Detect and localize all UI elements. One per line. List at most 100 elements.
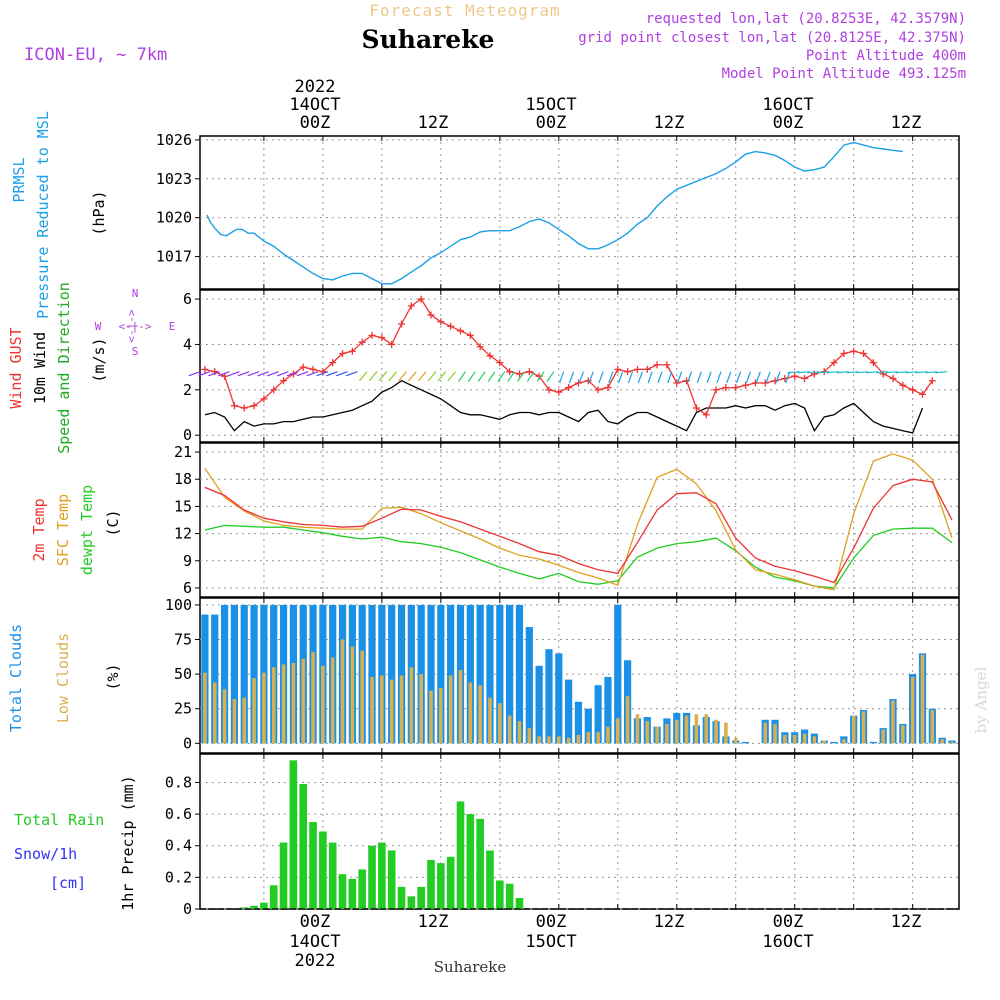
wind-direction-arrow bbox=[296, 371, 309, 377]
bottom-time-label-0: 00Z bbox=[300, 912, 331, 932]
wind-direction-arrow bbox=[257, 371, 270, 377]
wind-direction-arrow bbox=[227, 371, 240, 377]
point-altitude: Point Altitude 400m bbox=[806, 48, 966, 64]
wind-direction-arrow bbox=[477, 371, 486, 382]
low-cloud-bar bbox=[694, 714, 699, 744]
gust-marker bbox=[555, 388, 563, 396]
total-cloud-bar bbox=[604, 676, 612, 744]
total-cloud-bar bbox=[830, 741, 838, 744]
y-tick-label: 0.2 bbox=[165, 868, 192, 886]
total-rain-label: Total Rain bbox=[14, 811, 104, 829]
wind-direction-arrow bbox=[735, 371, 742, 384]
wind-direction-arrow bbox=[536, 371, 545, 382]
wind-direction-arrow bbox=[647, 371, 653, 384]
wind-direction-arrow bbox=[588, 371, 594, 384]
low-clouds-label: Low Clouds bbox=[54, 633, 72, 723]
wind-direction-arrow bbox=[696, 371, 702, 384]
wind-direction-arrow bbox=[797, 371, 810, 374]
y-tick-label: 0.8 bbox=[165, 773, 192, 791]
wind-direction-arrow bbox=[637, 371, 643, 384]
low-cloud-bar bbox=[547, 736, 551, 744]
wind-direction-arrow bbox=[437, 371, 447, 382]
gust-marker bbox=[594, 386, 602, 394]
rain-bar bbox=[328, 842, 337, 909]
low-cloud-bar bbox=[615, 718, 620, 744]
total-cloud-bar bbox=[486, 604, 494, 744]
clouds-unit-label: (%) bbox=[104, 663, 122, 690]
bottom-year-label: 2022 bbox=[295, 951, 336, 971]
gust-marker bbox=[830, 359, 838, 367]
gust-marker bbox=[899, 381, 907, 389]
low-cloud-bar bbox=[271, 667, 276, 744]
footer-location: Suhareke bbox=[434, 958, 507, 976]
compass-arrows-ns: <-|-> bbox=[125, 309, 138, 342]
total-cloud-bar bbox=[535, 665, 543, 744]
total-cloud-bar bbox=[447, 604, 455, 744]
rain-bar bbox=[338, 874, 347, 909]
y-tick-label: 1017 bbox=[156, 248, 192, 266]
wind-direction-arrow bbox=[807, 371, 820, 374]
wind-dir-label: Speed and Direction bbox=[55, 282, 73, 454]
wind-direction-arrow bbox=[775, 371, 781, 384]
gust-marker bbox=[456, 327, 464, 335]
total-cloud-bar bbox=[476, 604, 484, 744]
rain-bar bbox=[496, 880, 504, 909]
gust-marker bbox=[722, 384, 730, 392]
wind-direction-arrow bbox=[667, 371, 673, 384]
rain-bar bbox=[309, 822, 317, 909]
panel-1: 0 2 4 6 bbox=[183, 290, 960, 444]
gust-marker bbox=[614, 365, 622, 373]
rain-bar bbox=[240, 907, 249, 909]
wind-direction-arrow bbox=[895, 371, 908, 374]
wind-gust-label: Wind GUST bbox=[7, 327, 25, 408]
low-cloud-bar bbox=[606, 726, 610, 744]
wind-direction-arrow bbox=[546, 371, 555, 382]
low-cloud-bar bbox=[783, 735, 787, 744]
total-cloud-bar bbox=[388, 604, 396, 744]
low-cloud-bar bbox=[468, 682, 473, 744]
total-cloud-bar bbox=[594, 685, 602, 744]
dewpt-line bbox=[204, 524, 953, 589]
low-cloud-bar bbox=[625, 696, 630, 744]
wind-direction-arrow bbox=[458, 371, 466, 382]
compass-s: S bbox=[132, 345, 139, 358]
low-cloud-bar bbox=[340, 639, 345, 744]
total-cloud-bar bbox=[506, 604, 514, 744]
y-tick-label: 9 bbox=[183, 552, 192, 570]
panel-frame bbox=[199, 597, 960, 754]
rain-bar bbox=[476, 818, 484, 909]
gust-marker bbox=[388, 340, 396, 348]
gust-marker bbox=[506, 368, 514, 376]
rain-bar bbox=[466, 814, 475, 909]
top-time-label-36: 12Z bbox=[654, 113, 685, 133]
total-cloud-bar bbox=[496, 604, 504, 744]
bottom-time-label-36: 12Z bbox=[654, 912, 685, 932]
gust-marker bbox=[358, 338, 366, 346]
wind-direction-arrow bbox=[598, 371, 604, 384]
gust-marker bbox=[476, 343, 484, 351]
rain-bar bbox=[368, 845, 376, 909]
wind-direction-arrow bbox=[608, 371, 614, 384]
low-cloud-bar bbox=[301, 658, 306, 744]
gust-marker bbox=[840, 350, 848, 358]
wind-direction-arrow bbox=[487, 371, 496, 382]
sfc-temp-line bbox=[204, 453, 953, 591]
wind-direction-arrow bbox=[427, 371, 437, 382]
gust-marker bbox=[447, 322, 455, 330]
compass-n: N bbox=[132, 287, 139, 300]
top-date-label-16oct: 16OCT bbox=[762, 95, 813, 115]
compass-e: E bbox=[169, 320, 176, 333]
rain-bar bbox=[456, 801, 465, 909]
low-cloud-bar bbox=[232, 699, 237, 744]
rain-bar bbox=[260, 902, 268, 909]
gust-marker bbox=[230, 402, 238, 410]
low-cloud-bar bbox=[655, 726, 659, 744]
rain-bar bbox=[250, 905, 258, 909]
low-cloud-bar bbox=[950, 741, 954, 744]
rain-bar bbox=[407, 896, 416, 909]
total-cloud-bar bbox=[584, 708, 592, 744]
gust-marker bbox=[919, 390, 927, 398]
wind-direction-arrow bbox=[657, 371, 663, 384]
wind-direction-arrow bbox=[326, 371, 338, 377]
gust-marker bbox=[309, 365, 317, 373]
